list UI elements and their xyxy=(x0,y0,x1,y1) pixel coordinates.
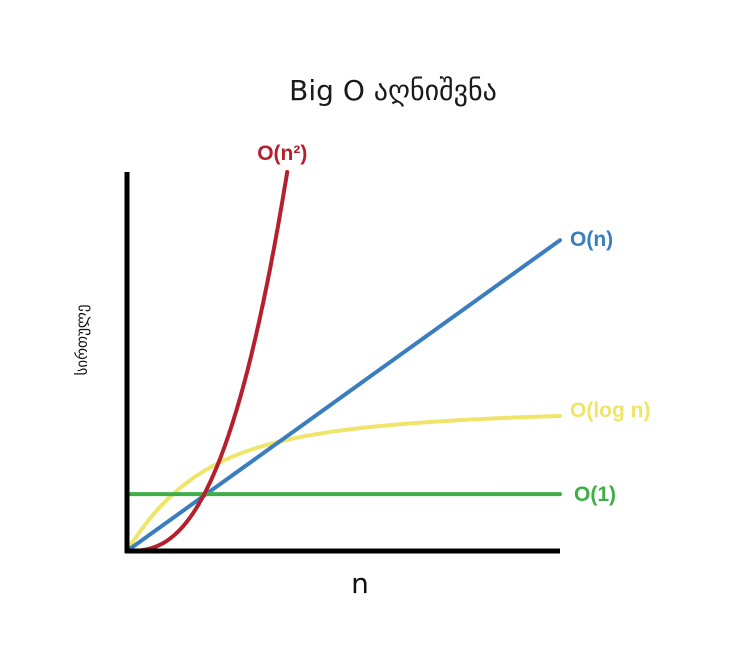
series-label-linear: O(n) xyxy=(570,228,613,251)
series-line-linear xyxy=(125,238,562,553)
series-label-quadratic: O(n²) xyxy=(257,142,307,165)
chart-title: Big O აღნიშვნა xyxy=(289,74,497,107)
series-layer xyxy=(125,170,562,553)
series-label-layer: O(n²) O(n) O(log n) O(1) xyxy=(257,142,650,506)
series-line-quadratic xyxy=(125,170,290,553)
series-line-logarithmic xyxy=(125,414,562,553)
series-label-logarithmic: O(log n) xyxy=(570,399,650,422)
y-axis-label: სირთულე xyxy=(73,305,91,376)
x-axis-label: n xyxy=(351,567,369,600)
series-label-constant: O(1) xyxy=(574,483,616,506)
